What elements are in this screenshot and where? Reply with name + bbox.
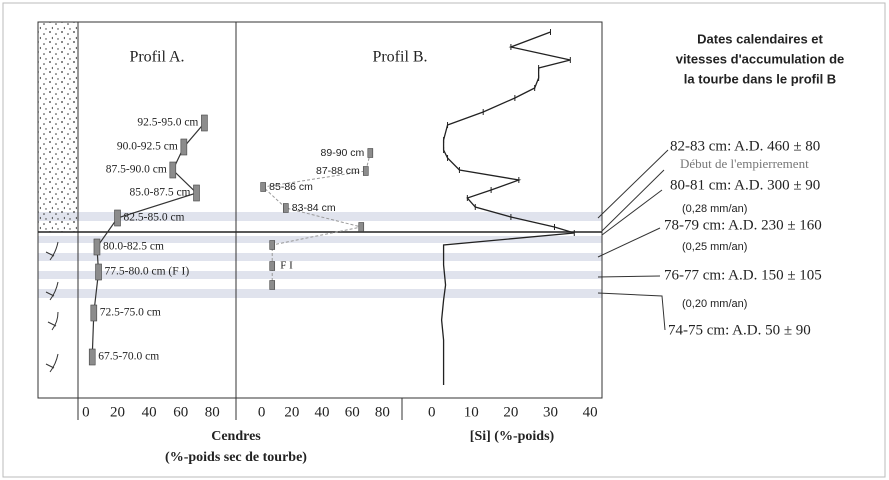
dates-title: vitesses d'accumulation de bbox=[676, 51, 845, 66]
x-tick-label: 0 bbox=[428, 404, 436, 420]
strat-peat bbox=[38, 22, 78, 232]
x-axis-label: (%-poids sec de tourbe) bbox=[165, 450, 307, 465]
depth-label: 72.5-75.0 cm bbox=[100, 307, 161, 319]
point bbox=[269, 280, 276, 290]
x-tick-label: 10 bbox=[464, 404, 479, 420]
date-entry: 82-83 cm: A.D. 460 ± 80 bbox=[670, 138, 820, 154]
depth-label: 90.0-92.5 cm bbox=[117, 141, 178, 153]
x-tick-label: 20 bbox=[110, 404, 125, 420]
depth-label: 67.5-70.0 cm bbox=[98, 351, 159, 363]
point bbox=[362, 166, 369, 176]
point bbox=[282, 203, 289, 213]
date-entry: 76-77 cm: A.D. 150 ± 105 bbox=[664, 267, 822, 283]
date-entry: 74-75 cm: A.D. 50 ± 90 bbox=[668, 322, 811, 338]
si-line bbox=[440, 31, 575, 385]
bar bbox=[93, 238, 101, 256]
depth-label: 77.5-80.0 cm (F I) bbox=[105, 266, 190, 278]
date-note: Début de l'empierrement bbox=[680, 156, 809, 171]
panel-title: Profil A. bbox=[129, 49, 184, 66]
depth-label: 87.5-90.0 cm bbox=[106, 164, 167, 176]
bar bbox=[169, 161, 177, 179]
depth-label: 82.5-85.0 cm bbox=[124, 212, 185, 224]
x-tick-label: 80 bbox=[375, 404, 390, 420]
profile-line bbox=[262, 152, 371, 285]
x-axis-label: [Si] (%-poids) bbox=[470, 429, 555, 444]
depth-label: 92.5-95.0 cm bbox=[137, 117, 198, 129]
bands bbox=[38, 212, 602, 298]
bar bbox=[114, 209, 121, 227]
x-tick-label: 60 bbox=[173, 404, 188, 420]
x-tick-label: 0 bbox=[258, 404, 266, 420]
point bbox=[269, 261, 276, 271]
frame bbox=[37, 21, 603, 399]
point bbox=[367, 148, 374, 158]
date-entry: 80-81 cm: A.D. 300 ± 90 bbox=[670, 177, 820, 193]
bar bbox=[88, 348, 96, 366]
rate: (0,25 mm/an) bbox=[682, 241, 747, 253]
point bbox=[358, 222, 365, 232]
depth-label: 89-90 cm bbox=[321, 147, 365, 159]
point bbox=[269, 240, 276, 250]
bar bbox=[95, 263, 102, 281]
x-tick-label: 20 bbox=[284, 404, 299, 420]
annotation: F I bbox=[280, 260, 293, 272]
bar bbox=[201, 114, 208, 132]
bar bbox=[193, 184, 200, 202]
x-tick-label: 80 bbox=[205, 404, 220, 420]
depth-label: 80.0-82.5 cm bbox=[103, 241, 164, 253]
date-entry: 78-79 cm: A.D. 230 ± 160 bbox=[664, 217, 822, 233]
bar bbox=[180, 138, 188, 156]
rate: (0,20 mm/an) bbox=[682, 298, 747, 310]
depth-label: 87-88 cm bbox=[316, 165, 360, 177]
panel-title: Profil B. bbox=[372, 49, 427, 66]
x-tick-label: 40 bbox=[583, 404, 598, 420]
depth-label: 85.0-87.5 cm bbox=[129, 187, 190, 199]
x-tick-label: 40 bbox=[142, 404, 157, 420]
dates-title: la tourbe dans le profil B bbox=[684, 71, 836, 86]
depth-label: 85-86 cm bbox=[269, 181, 313, 193]
depth-label: 83-84 cm bbox=[292, 202, 336, 214]
x-tick-label: 0 bbox=[82, 404, 90, 420]
leaders bbox=[597, 149, 669, 331]
dates-title: Dates calendaires et bbox=[697, 31, 823, 46]
x-axis-label: Cendres bbox=[211, 429, 261, 444]
x-tick-label: 20 bbox=[503, 404, 518, 420]
bar bbox=[90, 304, 98, 322]
x-tick-label: 30 bbox=[543, 404, 558, 420]
strat-plants bbox=[45, 241, 59, 373]
point bbox=[260, 182, 266, 192]
x-tick-label: 40 bbox=[315, 404, 330, 420]
rate: (0,28 mm/an) bbox=[682, 203, 747, 215]
x-tick-label: 60 bbox=[345, 404, 360, 420]
